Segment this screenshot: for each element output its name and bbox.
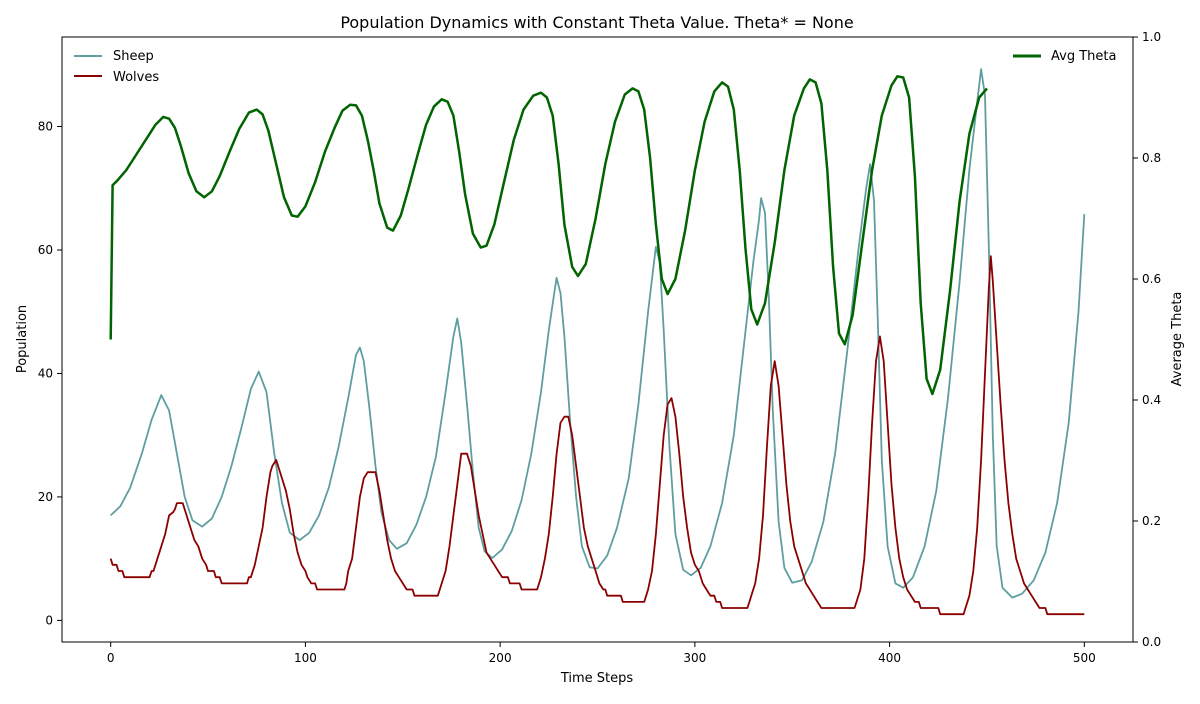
plot-frame	[61, 36, 1134, 643]
y-tick-label-left: 40	[38, 366, 53, 380]
y-tick-label-right: 0.8	[1142, 151, 1161, 165]
x-tick-label: 0	[107, 651, 115, 665]
y-axis-label-right: Average Theta	[1170, 292, 1185, 387]
y-tick-label-right: 0.0	[1142, 635, 1161, 649]
legend-right: Avg Theta	[1013, 49, 1116, 64]
x-axis-label: Time Steps	[560, 671, 634, 686]
series-line-wolves	[109, 255, 1085, 616]
y-tick-label-left: 80	[38, 120, 53, 134]
legend-left: Sheep Wolves	[74, 49, 159, 85]
x-tick-label: 500	[1073, 651, 1096, 665]
series-line-sheep	[110, 68, 1086, 599]
series-layer	[109, 68, 1086, 616]
y-tick-label-right: 0.6	[1142, 272, 1161, 286]
y-axis-label-left: Population	[15, 305, 30, 373]
axes-layer: 0 100 200 300 400 500 0 20 40 60 80 0.0 0.2 0.4 0.6 0.8…	[38, 30, 1161, 665]
series-line-avg-theta	[109, 75, 988, 396]
x-tick-label: 100	[294, 651, 317, 665]
y-tick-label-right: 0.2	[1142, 514, 1161, 528]
chart-title: Population Dynamics with Constant Theta …	[340, 13, 853, 32]
legend-label-sheep: Sheep	[113, 49, 154, 64]
y-tick-label-right: 1.0	[1142, 30, 1161, 44]
x-tick-label: 300	[683, 651, 706, 665]
legend-label-avg-theta: Avg Theta	[1051, 49, 1116, 64]
legend-label-wolves: Wolves	[113, 70, 159, 85]
x-tick-label: 400	[878, 651, 901, 665]
y-tick-label-left: 20	[38, 490, 53, 504]
y-tick-label-left: 60	[38, 243, 53, 257]
y-tick-label-left: 0	[45, 613, 53, 627]
x-tick-label: 200	[489, 651, 512, 665]
y-tick-label-right: 0.4	[1142, 393, 1161, 407]
